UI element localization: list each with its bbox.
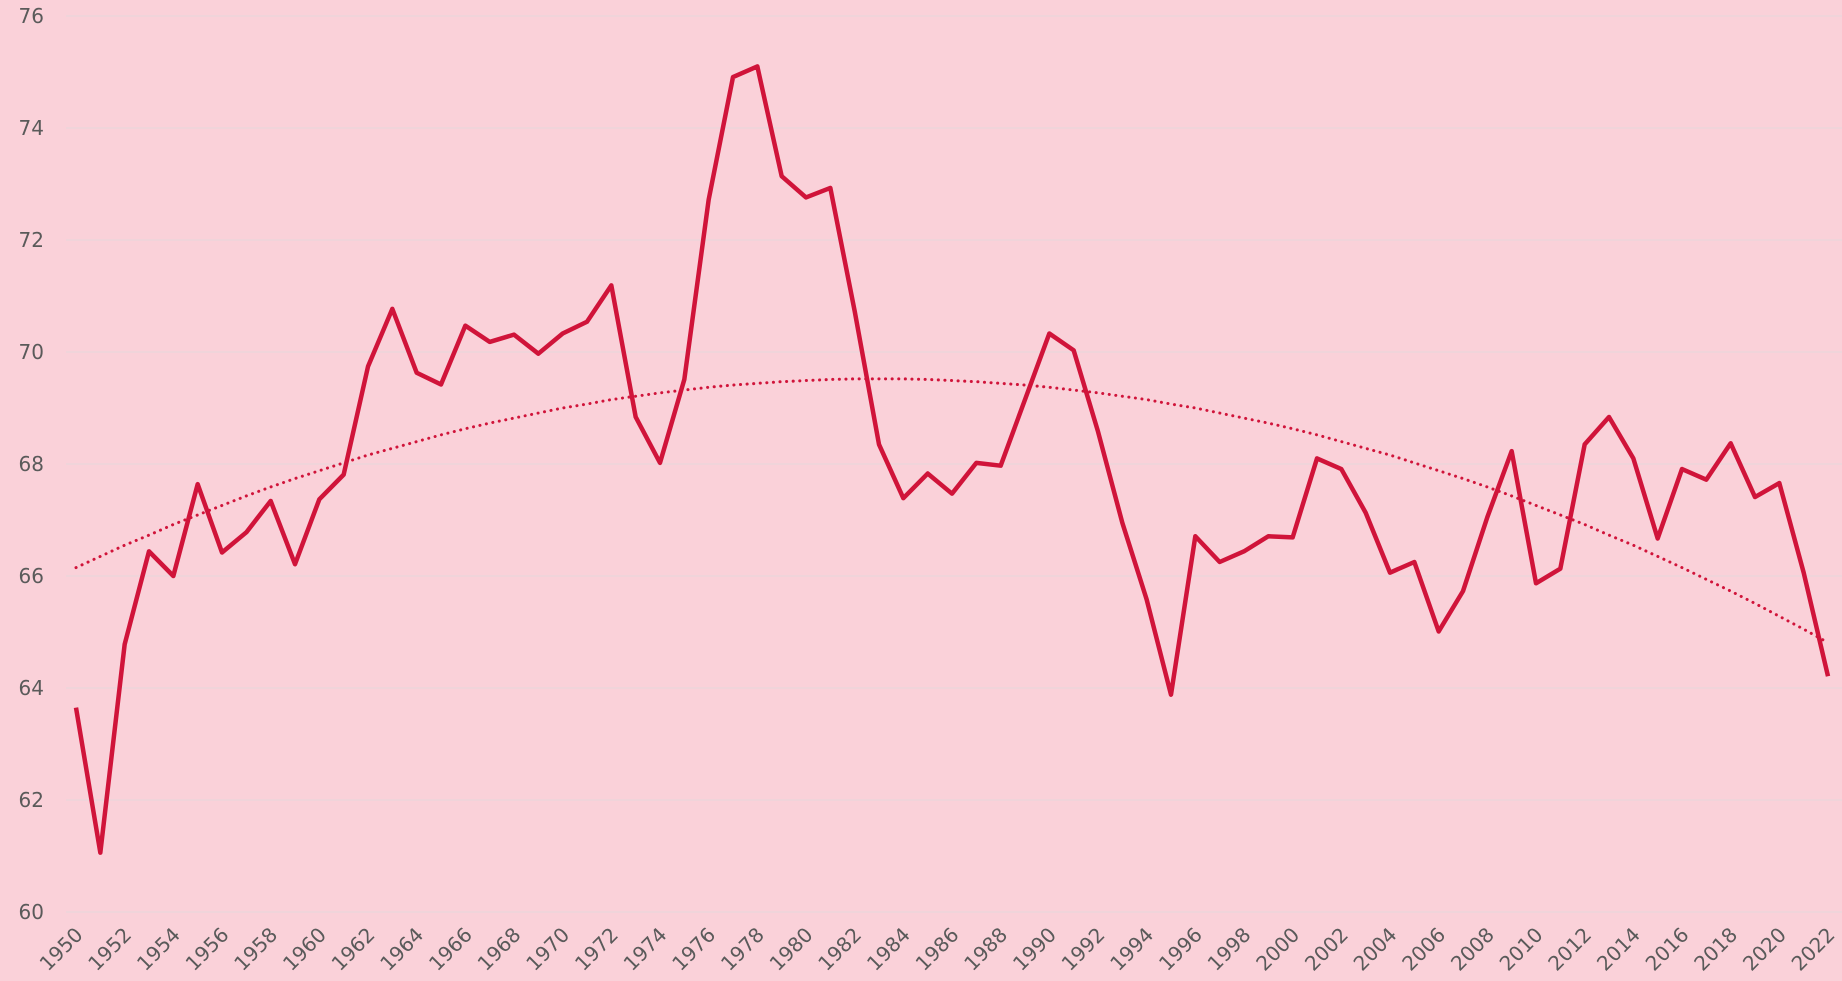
x-tick-label: 2020	[1738, 923, 1791, 976]
x-tick-label: 1986	[911, 923, 964, 976]
x-tick-label: 1980	[765, 923, 818, 976]
x-tick-label: 1968	[473, 923, 526, 976]
x-tick-label: 1990	[1008, 923, 1061, 976]
x-tick-label: 1998	[1203, 923, 1256, 976]
x-tick-label: 1952	[83, 923, 136, 976]
x-tick-label: 1970	[521, 923, 574, 976]
x-tick-label: 2010	[1495, 923, 1548, 976]
x-tick-label: 1982	[813, 923, 866, 976]
x-tick-label: 1974	[619, 923, 672, 976]
x-tick-label: 1958	[229, 923, 282, 976]
y-tick-label: 64	[19, 676, 44, 700]
x-tick-label: 1964	[375, 923, 428, 976]
x-tick-label: 1954	[132, 923, 185, 976]
x-tick-label: 1960	[278, 923, 331, 976]
y-tick-label: 60	[19, 900, 44, 924]
x-tick-label: 1988	[959, 923, 1012, 976]
y-tick-label: 62	[19, 788, 44, 812]
x-tick-label: 2002	[1300, 923, 1353, 976]
x-tick-label: 1966	[424, 923, 477, 976]
y-tick-label: 76	[19, 4, 44, 28]
x-tick-label: 1950	[35, 923, 88, 976]
x-tick-label: 2004	[1349, 923, 1402, 976]
x-tick-label: 1994	[1105, 923, 1158, 976]
y-tick-label: 70	[19, 340, 44, 364]
y-tick-label: 72	[19, 228, 44, 252]
x-tick-label: 2018	[1689, 923, 1742, 976]
y-tick-label: 68	[19, 452, 44, 476]
x-tick-label: 2022	[1787, 923, 1840, 976]
data-line	[73, 64, 1831, 855]
x-tick-label: 1956	[181, 923, 234, 976]
x-tick-label: 2014	[1592, 923, 1645, 976]
x-tick-label: 1962	[327, 923, 380, 976]
y-tick-label: 66	[19, 564, 44, 588]
x-tick-label: 2008	[1446, 923, 1499, 976]
x-tick-label: 1992	[1057, 923, 1110, 976]
x-tick-label: 1978	[716, 923, 769, 976]
x-tick-label: 2006	[1397, 923, 1450, 976]
x-tick-label: 2000	[1251, 923, 1304, 976]
x-tick-label: 1996	[1154, 923, 1207, 976]
x-tick-label: 1984	[862, 923, 915, 976]
x-tick-label: 2016	[1641, 923, 1694, 976]
trend-line	[74, 377, 1830, 645]
y-tick-label: 74	[19, 116, 44, 140]
x-tick-label: 1972	[570, 923, 623, 976]
x-tick-label: 1976	[667, 923, 720, 976]
x-tick-label: 2012	[1543, 923, 1596, 976]
